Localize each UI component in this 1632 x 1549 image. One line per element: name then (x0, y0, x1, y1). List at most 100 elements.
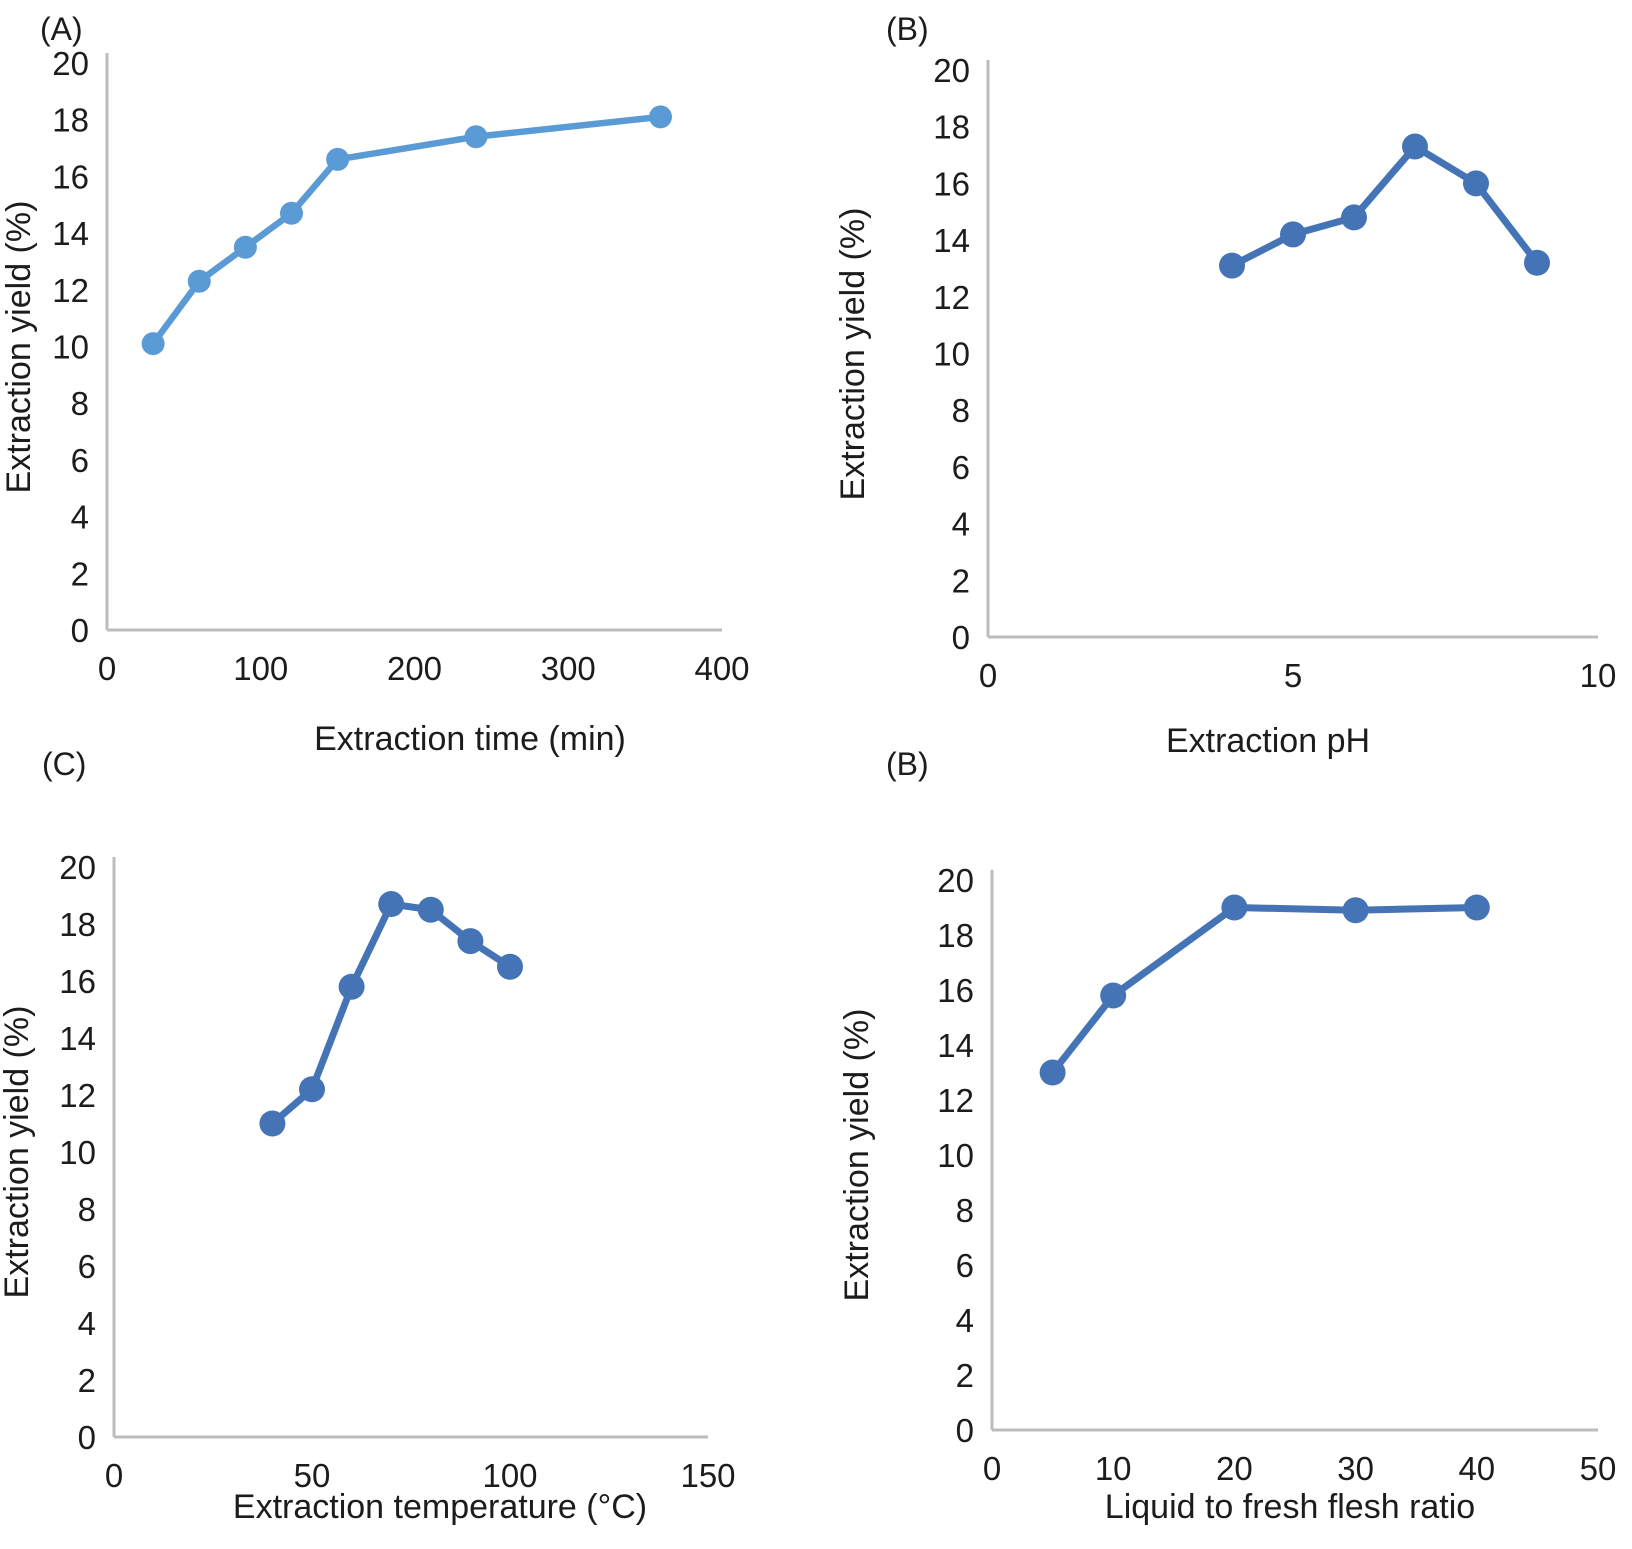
data-point (280, 201, 303, 225)
data-line (149, 113, 664, 347)
y-tick-label: 2 (71, 555, 89, 592)
y-tick-label: 0 (952, 619, 970, 656)
data-point (1342, 897, 1369, 924)
y-tick-label: 18 (52, 102, 89, 139)
x-tick-label: 0 (979, 657, 997, 694)
y-tick-label: 4 (71, 499, 89, 536)
panel-label: (A) (40, 11, 83, 47)
y-tick-label: 6 (956, 1247, 974, 1284)
panel-a: (A) Extraction yield (%) Extraction time… (0, 11, 750, 758)
x-tick-label: 50 (294, 1457, 331, 1494)
x-tick-label: 400 (694, 650, 749, 687)
y-tick-label: 14 (937, 1027, 974, 1064)
y-tick-label: 18 (933, 109, 970, 146)
data-line (1228, 143, 1541, 270)
y-tick-label: 8 (71, 385, 89, 422)
x-tick-label: 40 (1458, 1450, 1495, 1487)
panel-label: (B) (886, 746, 929, 782)
y-tick-label: 16 (52, 158, 89, 195)
data-point (1463, 894, 1490, 921)
data-point (1100, 982, 1127, 1009)
x-tick-label: 300 (541, 650, 596, 687)
y-tick-label: 12 (52, 272, 89, 309)
data-point (1219, 252, 1245, 279)
y-tick-label: 4 (78, 1305, 96, 1342)
data-point (1280, 221, 1306, 248)
data-point (1221, 894, 1248, 921)
x-tick-label: 0 (98, 650, 116, 687)
data-point (1341, 204, 1367, 231)
x-axis-title: Extraction pH (1166, 722, 1370, 760)
data-point (649, 105, 672, 129)
data-point (464, 125, 488, 149)
data-point (1524, 249, 1550, 276)
panel-label: (B) (886, 11, 929, 47)
y-tick-label: 16 (59, 963, 96, 1000)
y-tick-label: 12 (933, 279, 970, 316)
y-tick-label: 0 (71, 612, 89, 649)
data-point (299, 1076, 325, 1103)
y-tick-label: 12 (59, 1077, 96, 1114)
data-point (187, 269, 211, 293)
y-tick-label: 18 (59, 906, 96, 943)
y-tick-label: 16 (937, 972, 974, 1009)
y-tick-label: 10 (59, 1134, 96, 1171)
y-tick-label: 10 (52, 329, 89, 366)
plot-area: 0 2 4 6 8 10 12 14 16 18 20 0 50 100 150 (59, 849, 735, 1494)
x-tick-label: 0 (105, 1457, 123, 1494)
panel-d: (B) Extraction yield (%) Liquid to fresh… (838, 746, 1616, 1526)
x-tick-label: 10 (1580, 657, 1617, 694)
y-tick-label: 6 (71, 442, 89, 479)
panel-label: (C) (42, 746, 86, 782)
y-tick-label: 16 (933, 165, 970, 202)
x-tick-label: 5 (1284, 657, 1302, 694)
y-tick-label: 8 (952, 392, 970, 429)
y-tick-label: 20 (933, 52, 970, 89)
y-tick-label: 20 (937, 862, 974, 899)
y-axis-title: Extraction yield (%) (838, 1009, 876, 1302)
data-point (1402, 133, 1428, 160)
data-point (1463, 170, 1489, 197)
y-tick-label: 2 (956, 1357, 974, 1394)
y-tick-label: 4 (952, 506, 970, 543)
y-tick-label: 18 (937, 917, 974, 954)
data-point (497, 953, 523, 980)
data-point (141, 332, 165, 356)
x-tick-label: 200 (387, 650, 442, 687)
y-axis-title: Extraction yield (%) (834, 208, 872, 501)
panel-c: (C) Extraction yield (%) Extraction temp… (0, 746, 736, 1526)
y-tick-label: 8 (78, 1191, 96, 1228)
y-tick-label: 4 (956, 1302, 974, 1339)
x-axis-title: Liquid to fresh flesh ratio (1105, 1488, 1475, 1526)
x-axis-title: Extraction time (min) (314, 720, 626, 758)
x-tick-label: 30 (1337, 1450, 1374, 1487)
plot-area: 0 2 4 6 8 10 12 14 16 18 20 0 10 20 30 40 50 (937, 862, 1616, 1487)
y-tick-label: 14 (59, 1020, 96, 1057)
y-axis-title: Extraction yield (%) (0, 1006, 36, 1299)
panel-b: (B) Extraction yield (%) Extraction pH 0… (834, 11, 1616, 760)
data-point (1039, 1059, 1066, 1086)
x-tick-label: 100 (233, 650, 288, 687)
data-point (417, 896, 444, 923)
x-axis-title: Extraction temperature (°C) (233, 1488, 647, 1526)
x-tick-label: 20 (1216, 1450, 1253, 1487)
y-tick-label: 14 (933, 222, 970, 259)
y-tick-label: 20 (59, 849, 96, 886)
x-tick-label: 10 (1095, 1450, 1132, 1487)
x-tick-label: 100 (482, 1457, 537, 1494)
y-tick-label: 6 (952, 449, 970, 486)
data-point (259, 1110, 286, 1137)
x-tick-label: 50 (1580, 1450, 1617, 1487)
data-point (338, 973, 365, 1000)
data-point (233, 235, 257, 259)
y-axis-title: Extraction yield (%) (0, 201, 38, 494)
y-tick-label: 0 (956, 1412, 974, 1449)
plot-area: 0 2 4 6 8 10 12 14 16 18 20 0 5 10 (933, 52, 1616, 694)
y-tick-label: 14 (52, 215, 89, 252)
x-tick-label: 150 (680, 1457, 735, 1494)
data-point (378, 891, 405, 918)
y-tick-label: 10 (937, 1137, 974, 1174)
